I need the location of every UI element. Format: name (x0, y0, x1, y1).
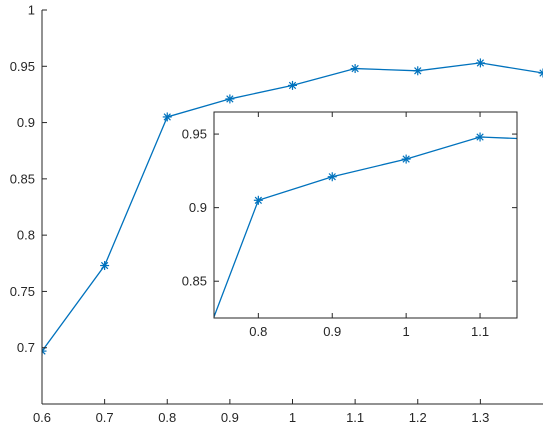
main-x-tick-label: 0.9 (221, 410, 239, 425)
main-data-point (350, 64, 360, 74)
main-y-tick-label: 1 (28, 3, 35, 18)
main-x-tick-label: 0.8 (158, 410, 176, 425)
inset-x-tick-label: 1 (403, 324, 410, 339)
main-x-tick-label: 0.7 (96, 410, 114, 425)
inset-series-line (214, 136, 517, 318)
main-x-tick-label: 1 (289, 410, 296, 425)
inset-axes-box (213, 111, 518, 319)
main-data-point (288, 80, 297, 90)
main-x-tick-label: 1.1 (346, 410, 364, 425)
inset-plot-area: 0.8 0.9 1 1.1 0.85 0.9 0.95 (180, 111, 518, 399)
main-data-point (225, 94, 235, 104)
inset-data-point (253, 195, 263, 205)
inset-background (214, 112, 517, 318)
main-y-tick-label: 0.7 (17, 340, 35, 355)
inset-data-point (475, 132, 485, 142)
main-x-tick-label: 1.2 (409, 410, 427, 425)
main-x-tick-label: 0.6 (33, 410, 51, 425)
inset-data-point (401, 154, 411, 164)
main-plot-area: 0.6 0.7 0.8 0.9 1 1.1 1.2 1.30.70.750.80.850.90… (10, 3, 543, 425)
main-series (42, 58, 543, 356)
main-data-point (475, 58, 485, 68)
inset-y-tick-label: 0.85 (182, 274, 207, 289)
main-y-tick-label: 0.85 (10, 171, 35, 186)
inset-x-tick-label: 0.8 (249, 324, 267, 339)
inset-y-tick-label: 0.9 (189, 200, 207, 215)
main-x-tick-label: 1.3 (471, 410, 489, 425)
main-y-tick-label: 0.8 (17, 228, 35, 243)
main-data-point (162, 112, 172, 122)
inset-x-tick-label: 0.9 (323, 324, 341, 339)
main-y-tick-label: 0.95 (10, 59, 35, 74)
main-y-tick-label: 0.75 (10, 284, 35, 299)
inset-y-tick-label: 0.95 (182, 127, 207, 142)
main-data-point (42, 346, 47, 356)
main-data-point (413, 66, 423, 76)
inset-series (180, 132, 517, 399)
main-y-tick-label: 0.9 (17, 115, 35, 130)
inset-data-point (327, 172, 337, 182)
main-data-point (538, 68, 543, 78)
main-data-point (100, 261, 110, 271)
inset-x-tick-label: 1.1 (471, 324, 489, 339)
inset-data-point (180, 390, 189, 399)
